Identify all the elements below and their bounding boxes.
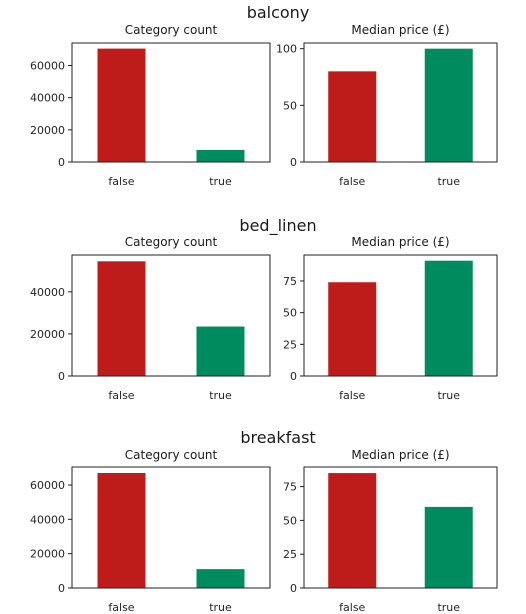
panel-count: Category count false true 0 20000 40000 [30,235,271,402]
y-tick-label: 20000 [30,548,65,561]
x-tick-label: true [209,389,232,402]
y-tick-label: 50 [283,307,297,320]
x-tick-label: true [437,601,460,614]
x-tick-label: false [108,601,134,614]
y-tick-label: 60000 [30,60,65,73]
bar-false [97,473,146,588]
plot-frame [71,466,271,589]
y-tick-label: 60000 [30,479,65,492]
y-tick-label: 75 [283,481,297,494]
bar-false [328,71,377,162]
panel-title: Category count [125,448,218,462]
panel-median-price: Median price (£) false true 0 25 50 75 [283,448,498,614]
x-tick-label: false [108,389,134,402]
panel-count: Category count false true 0 20000 40000 60000 [30,448,271,614]
y-tick-label: 40000 [30,286,65,299]
y-tick-label: 0 [58,156,65,169]
y-tick-label: 25 [283,338,297,351]
x-tick-label: true [437,389,460,402]
plot-frame [303,254,498,377]
panel-title: Median price (£) [351,235,449,249]
y-tick-label: 0 [290,582,297,595]
bar-true [196,326,245,376]
x-tick-label: false [339,175,365,188]
facet-1: bed_linen Category count false true 0 20000 40… [30,216,498,402]
bar-false [97,48,146,162]
bar-true [424,506,473,588]
panel-title: Median price (£) [351,23,449,37]
y-tick-label: 0 [290,370,297,383]
x-tick-label: true [209,601,232,614]
y-tick-label: 20000 [30,124,65,137]
plot-frame [71,42,271,163]
bar-false [328,473,377,588]
facet-title: bed_linen [239,216,316,236]
panel-title: Category count [125,23,218,37]
plot-frame [303,42,498,163]
y-tick-label: 20000 [30,328,65,341]
plot-frame [71,254,271,377]
y-tick-label: 40000 [30,513,65,526]
y-tick-label: 40000 [30,92,65,105]
facet-title: breakfast [240,428,315,447]
facet-0: balcony Category count false true 0 20000 4000… [30,3,498,188]
x-tick-label: false [339,389,365,402]
y-tick-label: 50 [283,99,297,112]
bar-true [196,149,245,162]
panel-title: Median price (£) [351,448,449,462]
x-tick-label: false [108,175,134,188]
y-tick-label: 25 [283,548,297,561]
panel-title: Category count [125,235,218,249]
panel-median-price: Median price (£) false true 0 25 50 75 [283,235,498,402]
facet-2: breakfast Category count false true 0 20000 40… [30,428,498,614]
bar-true [424,48,473,162]
y-tick-label: 50 [283,514,297,527]
bar-false [97,261,146,376]
x-tick-label: false [339,601,365,614]
panel-median-price: Median price (£) false true 0 50 100 [276,23,498,188]
bar-true [196,569,245,588]
y-tick-label: 0 [58,582,65,595]
y-tick-label: 0 [58,370,65,383]
panel-count: Category count false true 0 20000 40000 60000 [30,23,271,188]
y-tick-label: 75 [283,275,297,288]
facet-title: balcony [247,3,310,22]
x-tick-label: true [209,175,232,188]
x-tick-label: true [437,175,460,188]
y-tick-label: 0 [290,156,297,169]
bar-false [328,282,377,376]
y-tick-label: 100 [276,43,297,56]
plot-frame [303,466,498,589]
bar-true [424,260,473,376]
